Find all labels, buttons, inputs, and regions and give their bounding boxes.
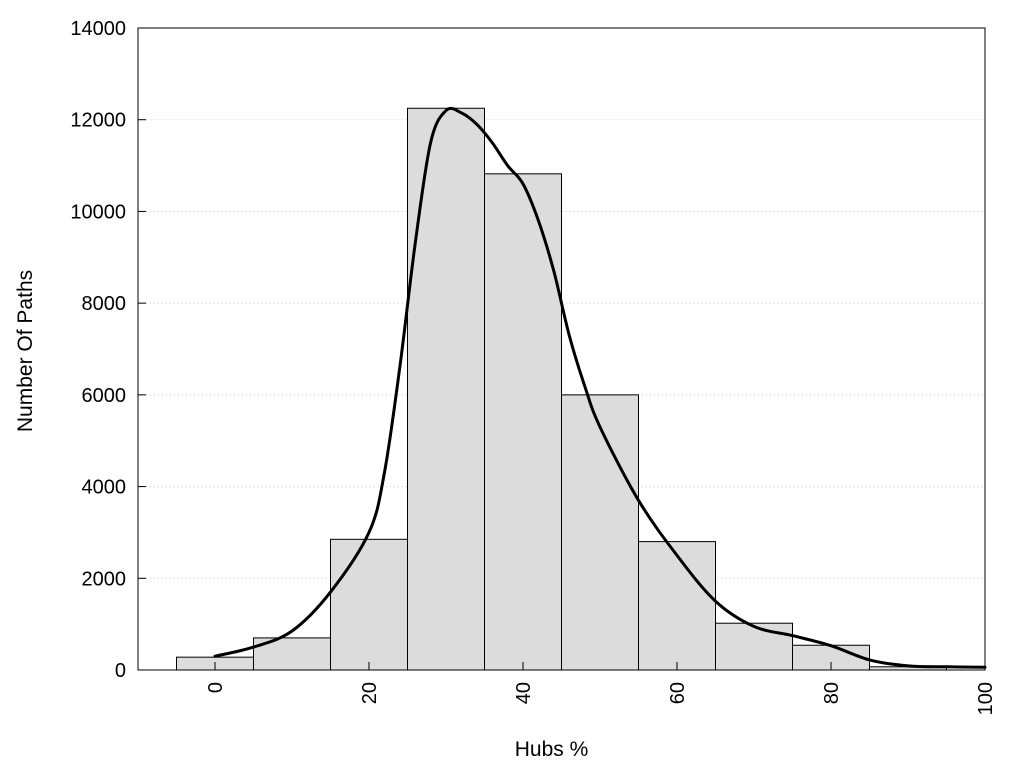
density-curve-layer — [213, 106, 987, 669]
x-tick-label: 60 — [667, 682, 689, 704]
histogram-bar — [407, 107, 485, 671]
y-tick-label: 0 — [115, 660, 126, 682]
x-tick-label: 20 — [359, 682, 381, 704]
y-axis-ticks: 0 2000 4000 6000 8000 10000 12000 14000 — [70, 18, 146, 682]
histogram-bar — [484, 173, 562, 671]
x-axis-title: Hubs % — [515, 738, 589, 761]
y-tick-label: 4000 — [82, 477, 127, 499]
x-tick-label: 0 — [205, 682, 227, 693]
histogram-bar — [715, 622, 793, 671]
x-tick-label: 80 — [821, 682, 843, 704]
histogram-bar — [330, 538, 408, 671]
histogram-bar — [561, 394, 639, 671]
x-axis-ticks: 0 20 40 60 80 100 — [205, 662, 997, 715]
histogram-bar — [638, 541, 716, 671]
y-tick-label: 8000 — [82, 293, 127, 315]
y-axis-title: Number Of Paths — [14, 270, 37, 432]
y-tick-label: 6000 — [82, 385, 127, 407]
histogram-bars — [176, 107, 947, 671]
y-tick-label: 2000 — [82, 568, 127, 590]
y-tick-label: 14000 — [70, 18, 126, 40]
x-tick-label: 40 — [513, 682, 535, 704]
x-tick-label: 100 — [975, 682, 997, 715]
y-tick-label: 12000 — [70, 110, 126, 132]
y-tick-label: 10000 — [70, 201, 126, 223]
plot-frame — [137, 27, 986, 671]
density-curve — [213, 106, 987, 669]
